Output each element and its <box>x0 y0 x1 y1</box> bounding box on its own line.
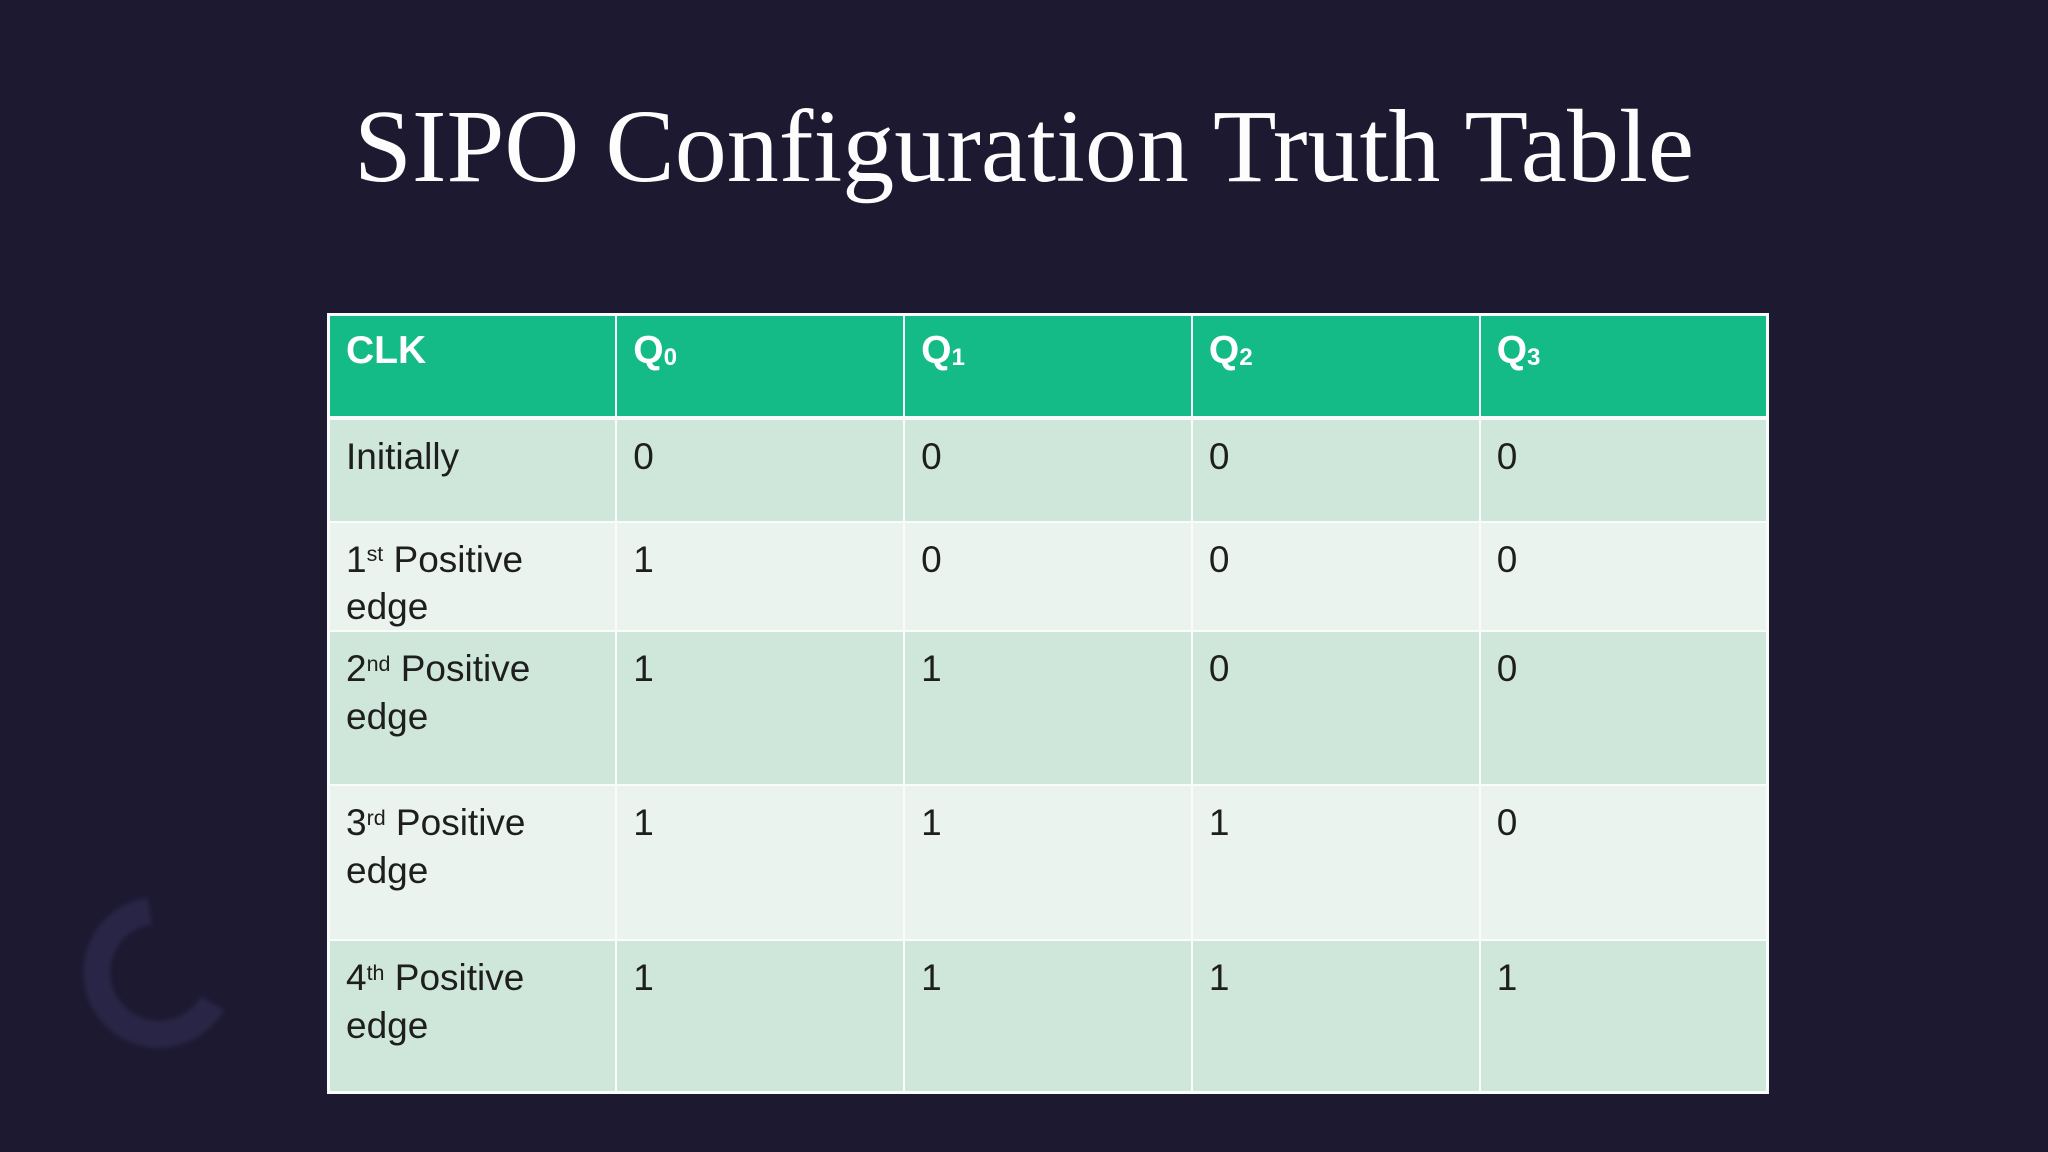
row-label: 2 <box>346 648 367 690</box>
ordinal-suffix: nd <box>366 651 391 676</box>
row-label-cell: Initially <box>327 416 618 523</box>
table-row: 2nd Positive edge 1 1 0 0 <box>327 630 1769 787</box>
value-cell: 0 <box>903 416 1193 523</box>
row-label-cell: 4th Positive edge <box>327 939 618 1094</box>
value-cell: 1 <box>1190 784 1481 942</box>
value-cell: 1 <box>615 630 906 787</box>
row-label: 4 <box>346 957 367 999</box>
table-row: 4th Positive edge 1 1 1 1 <box>327 939 1769 1094</box>
header-label: Q <box>921 329 952 372</box>
value-cell: 0 <box>903 520 1193 633</box>
header-cell-clk: CLK <box>327 313 618 420</box>
row-label: Initially <box>346 435 460 477</box>
row-label-rest: Positive edge <box>346 648 531 737</box>
header-cell-q1: Q1 <box>903 313 1193 420</box>
header-label: CLK <box>346 329 427 372</box>
crescent-decoration-icon <box>83 897 225 1048</box>
value-cell: 0 <box>1190 520 1481 633</box>
table-row: 1st Positive edge 1 0 0 0 <box>327 520 1769 633</box>
value-cell: 0 <box>1190 416 1481 523</box>
header-subscript: 1 <box>951 343 965 371</box>
row-label-cell: 1st Positive edge <box>327 520 618 633</box>
value-cell: 1 <box>615 520 906 633</box>
ordinal-suffix: rd <box>366 805 386 830</box>
header-subscript: 0 <box>663 343 678 371</box>
ordinal-suffix: st <box>366 541 384 566</box>
header-subscript: 3 <box>1527 343 1541 371</box>
value-cell: 1 <box>615 939 906 1094</box>
value-cell: 0 <box>1478 630 1769 787</box>
ordinal-suffix: th <box>366 960 385 985</box>
value-cell: 1 <box>1190 939 1481 1094</box>
row-label-cell: 3rd Positive edge <box>327 784 618 942</box>
header-subscript: 2 <box>1239 343 1253 371</box>
value-cell: 0 <box>615 416 906 523</box>
value-cell: 1 <box>903 939 1193 1094</box>
table-row: 3rd Positive edge 1 1 1 0 <box>327 784 1769 942</box>
value-cell: 0 <box>1478 520 1769 633</box>
value-cell: 0 <box>1478 416 1769 523</box>
value-cell: 0 <box>1190 630 1481 787</box>
header-label: Q <box>1208 329 1240 372</box>
value-cell: 0 <box>1478 784 1769 942</box>
header-label: Q <box>1496 329 1528 372</box>
header-cell-q2: Q2 <box>1190 313 1481 420</box>
header-cell-q3: Q3 <box>1478 313 1769 420</box>
row-label-cell: 2nd Positive edge <box>327 630 618 787</box>
row-label-rest: Positive edge <box>346 802 526 891</box>
table-header-row: CLK Q0 Q1 Q2 Q3 <box>327 313 1769 420</box>
row-label-rest: Positive edge <box>346 538 524 627</box>
value-cell: 1 <box>615 784 906 942</box>
truth-table: CLK Q0 Q1 Q2 Q3 Initially 0 0 0 0 1st Po… <box>327 313 1769 1094</box>
header-label: Q <box>633 329 664 372</box>
header-cell-q0: Q0 <box>615 313 906 420</box>
value-cell: 1 <box>1478 939 1769 1094</box>
row-label-rest: Positive edge <box>346 957 525 1046</box>
row-label: 1 <box>346 538 367 580</box>
row-label: 3 <box>346 802 367 844</box>
table-row: Initially 0 0 0 0 <box>327 416 1769 523</box>
page-title: SIPO Configuration Truth Table <box>353 89 1694 204</box>
value-cell: 1 <box>903 784 1193 942</box>
value-cell: 1 <box>903 630 1193 787</box>
